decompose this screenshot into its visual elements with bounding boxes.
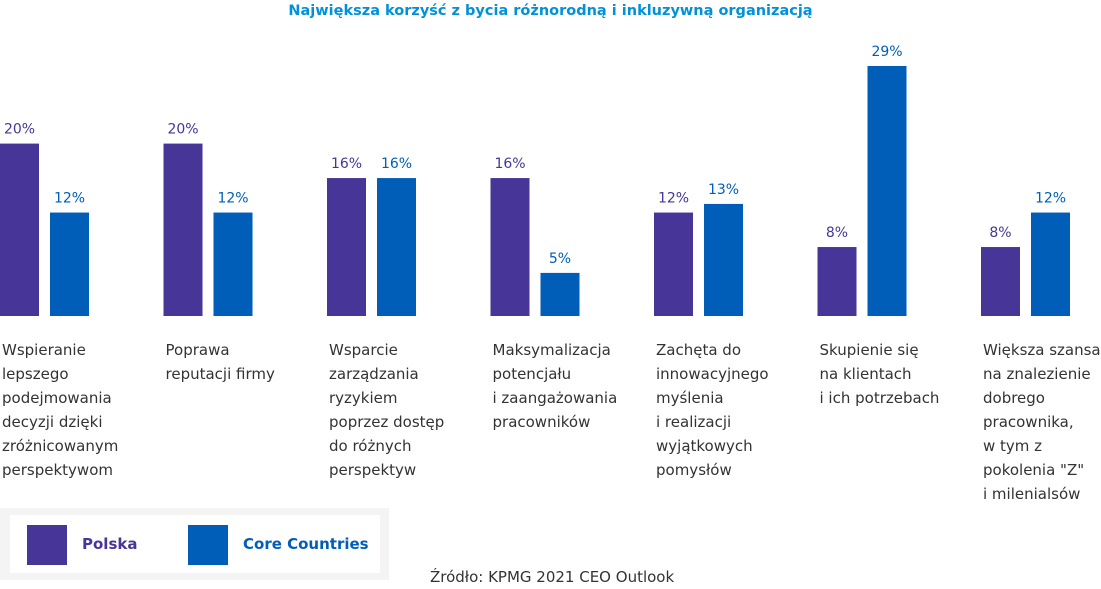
legend-swatch-polska — [27, 525, 67, 565]
bar-polska-6 — [981, 247, 1020, 316]
data-label-polska-6: 8% — [989, 225, 1011, 241]
bar-core-countries-1 — [213, 212, 253, 316]
category-label-1: Poprawa reputacji firmy — [165, 341, 275, 383]
category-label-3: Maksymalizacja potencjału i zaangażowani… — [492, 341, 618, 431]
bar-core-countries-4 — [704, 203, 743, 316]
source-note: Źródło: KPMG 2021 CEO Outlook — [430, 568, 675, 586]
bar-core-countries-6 — [1031, 212, 1070, 316]
data-label-core-countries-2: 16% — [381, 156, 412, 172]
data-label-polska-3: 16% — [494, 156, 525, 172]
category-label-2: Wsparcie zarządzania ryzykiem poprzez do… — [329, 341, 445, 479]
category-label-6: Większa szansa na znalezienie dobrego pr… — [983, 341, 1101, 503]
data-label-core-countries-1: 12% — [217, 191, 248, 207]
category-label-0: Wspieranie lepszego podejmowania decyzji… — [2, 341, 119, 479]
bar-core-countries-5 — [867, 66, 907, 316]
bar-core-countries-3 — [540, 272, 580, 316]
data-label-core-countries-6: 12% — [1035, 191, 1066, 207]
data-label-core-countries-4: 13% — [708, 182, 739, 198]
bar-polska-1 — [163, 143, 203, 316]
data-label-polska-2: 16% — [331, 156, 362, 172]
bar-polska-5 — [817, 247, 857, 316]
bar-polska-0 — [0, 143, 39, 316]
chart-title: Największa korzyść z bycia różnorodną i … — [288, 3, 813, 19]
data-label-core-countries-5: 29% — [871, 44, 902, 60]
data-label-polska-1: 20% — [167, 122, 198, 138]
chart-plot-area: 20% 20% 16% 16% 12% 8% 8% 12% 12% 16% 5% 13% 29% 12% — [0, 44, 1070, 316]
data-label-polska-5: 8% — [826, 225, 848, 241]
category-label-5: Skupienie się na klientach i ich potrzeb… — [819, 341, 940, 407]
legend-label-polska: Polska — [82, 535, 138, 553]
bar-polska-2 — [327, 178, 366, 316]
bar-polska-3 — [490, 178, 530, 316]
bar-core-countries-0 — [50, 212, 89, 316]
legend-swatch-core-countries — [188, 525, 228, 565]
legend-label-core-countries: Core Countries — [243, 535, 369, 553]
bar-core-countries-2 — [377, 178, 416, 316]
data-label-polska-0: 20% — [4, 122, 35, 138]
legend: Polska Core Countries — [0, 508, 389, 580]
data-label-polska-4: 12% — [658, 191, 689, 207]
data-label-core-countries-3: 5% — [549, 251, 571, 267]
category-label-4: Zachęta do innowacyjnego myślenia i real… — [656, 341, 769, 479]
data-label-core-countries-0: 12% — [54, 191, 85, 207]
bar-polska-4 — [654, 212, 693, 316]
